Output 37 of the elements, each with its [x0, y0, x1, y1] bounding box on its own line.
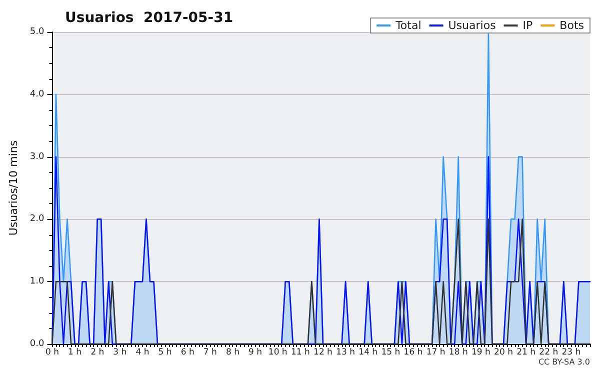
x-tick-label: 22 h [539, 348, 558, 358]
x-tick-label: 6 h [180, 348, 194, 358]
x-tick-label: 20 h [494, 348, 513, 358]
y-tick-label: 0.0 [30, 339, 44, 349]
y-tick-label: 3.0 [30, 152, 44, 162]
x-tick-label: 12 h [314, 348, 332, 358]
x-tick-label: 13 h [336, 348, 356, 358]
y-tick-label: 4.0 [30, 89, 44, 100]
x-tick-label: 19 h [471, 348, 490, 358]
legend-label: IP [522, 19, 534, 32]
legend-label: Usuarios [448, 19, 496, 32]
x-tick-label: 11 h [290, 348, 310, 358]
text: CC BY-SA 3.0 [538, 358, 590, 366]
x-tick-label: 17 h [426, 348, 446, 358]
x-tick-label: 0 h [45, 348, 59, 358]
x-tick-label: 1 h [68, 348, 82, 358]
x-tick-label: 9 h [248, 348, 262, 358]
y-tick-label: 2.0 [30, 214, 44, 224]
x-tick-label: 15 h [381, 348, 400, 358]
x-tick-label: 14 h [358, 348, 378, 358]
x-tick-label: 8 h [226, 348, 240, 358]
x-tick-label: 7 h [203, 348, 217, 358]
x-tick-label: 3 h [113, 348, 127, 358]
x-tick-label: 10 h [268, 348, 288, 358]
x-tick-label: 18 h [448, 348, 468, 358]
x-tick-label: 4 h [136, 348, 150, 358]
y-axis-title: Usuarios/10 mins [7, 140, 20, 236]
legend-label: Bots [560, 19, 584, 32]
legend-label: Total [394, 19, 422, 32]
x-tick-label: 2 h [90, 348, 104, 358]
y-tick-label: 5.0 [30, 27, 44, 37]
x-tick-label: 16 h [404, 348, 423, 358]
x-tick-label: 23 h [562, 348, 581, 358]
x-tick-label: 5 h [158, 348, 172, 358]
chart-title: Usuarios 2017-05-31 [65, 10, 234, 26]
y-tick-label: 1.0 [30, 276, 44, 287]
x-tick-label: 21 h [516, 348, 536, 358]
